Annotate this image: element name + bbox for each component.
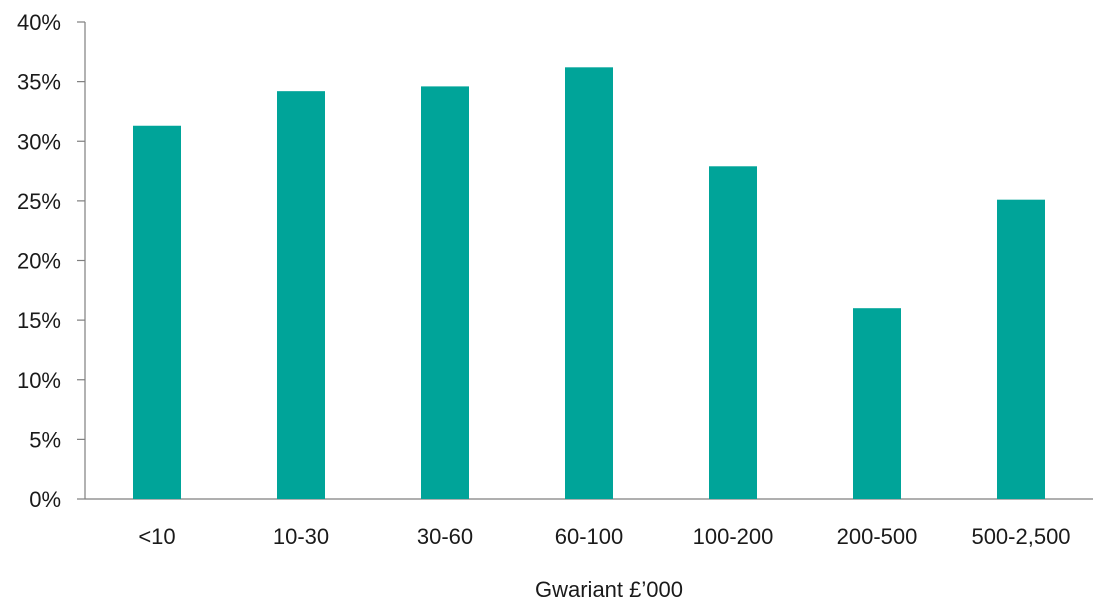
x-axis: <10 10-30 30-60 60-100 100-200 200-500 500-2,5…: [85, 498, 1093, 549]
bar-2: [421, 86, 469, 500]
bar-1: [277, 91, 325, 499]
bar-0: [133, 125, 181, 499]
x-axis-title: Gwariant £’000: [535, 577, 683, 602]
y-axis: 0% 5% 10% 15% 20% 25% 30% 35% 40%: [17, 10, 86, 512]
x-tick-label: 200-500: [837, 524, 918, 549]
x-tick-label: <10: [138, 524, 175, 549]
y-tick-label: 15%: [17, 308, 61, 333]
bar-5: [853, 308, 901, 499]
bar-3: [565, 67, 613, 499]
y-tick-label: 20%: [17, 249, 61, 274]
y-tick-label: 5%: [29, 427, 61, 452]
x-tick-label: 30-60: [417, 524, 473, 549]
x-tick-label: 60-100: [555, 524, 624, 549]
x-tick-label: 100-200: [693, 524, 774, 549]
y-tick-label: 0%: [29, 487, 61, 512]
y-tick-label: 10%: [17, 368, 61, 393]
bar-6: [997, 199, 1045, 499]
bars: [133, 67, 1045, 500]
x-tick-label: 500-2,500: [971, 524, 1070, 549]
y-tick-label: 40%: [17, 10, 61, 35]
y-tick-label: 30%: [17, 129, 61, 154]
y-tick-label: 35%: [17, 70, 61, 95]
x-tick-label: 10-30: [273, 524, 329, 549]
y-tick-label: 25%: [17, 189, 61, 214]
bar-4: [709, 166, 757, 500]
